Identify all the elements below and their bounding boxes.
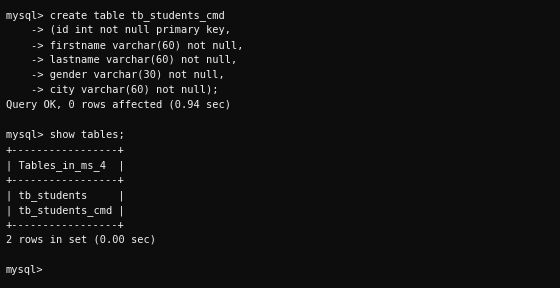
Text: -> city varchar(60) not null);: -> city varchar(60) not null); [6, 85, 218, 95]
Text: | tb_students_cmd |: | tb_students_cmd | [6, 205, 125, 216]
Text: +-----------------+: +-----------------+ [6, 220, 125, 230]
Text: Query OK, 0 rows affected (0.94 sec): Query OK, 0 rows affected (0.94 sec) [6, 100, 231, 110]
Text: mysql> show tables;: mysql> show tables; [6, 130, 125, 140]
Text: -> (id int not null primary key,: -> (id int not null primary key, [6, 25, 231, 35]
Text: +-----------------+: +-----------------+ [6, 145, 125, 155]
Text: | Tables_in_ms_4  |: | Tables_in_ms_4 | [6, 160, 125, 171]
Text: 2 rows in set (0.00 sec): 2 rows in set (0.00 sec) [6, 235, 156, 245]
Text: -> gender varchar(30) not null,: -> gender varchar(30) not null, [6, 70, 225, 80]
Text: +-----------------+: +-----------------+ [6, 175, 125, 185]
Text: mysql>: mysql> [6, 265, 44, 275]
Text: | tb_students     |: | tb_students | [6, 190, 125, 201]
Text: -> lastname varchar(60) not null,: -> lastname varchar(60) not null, [6, 55, 237, 65]
Text: -> firstname varchar(60) not null,: -> firstname varchar(60) not null, [6, 40, 244, 50]
Text: mysql> create table tb_students_cmd: mysql> create table tb_students_cmd [6, 10, 225, 21]
